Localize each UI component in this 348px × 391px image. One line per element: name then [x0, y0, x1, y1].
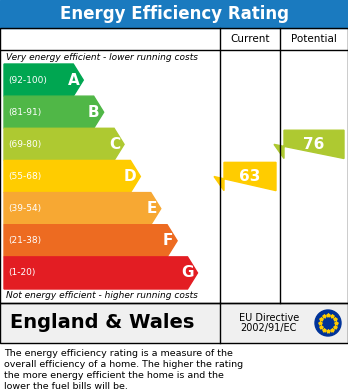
Text: (92-100): (92-100) — [8, 75, 47, 84]
Text: 63: 63 — [239, 169, 261, 184]
Text: the more energy efficient the home is and the: the more energy efficient the home is an… — [4, 371, 224, 380]
Text: Current: Current — [230, 34, 270, 44]
Text: C: C — [109, 137, 120, 152]
Polygon shape — [274, 130, 344, 158]
Text: The energy efficiency rating is a measure of the: The energy efficiency rating is a measur… — [4, 349, 233, 358]
Polygon shape — [4, 96, 104, 128]
Text: G: G — [181, 265, 193, 280]
Bar — [0, 303, 348, 343]
Text: D: D — [124, 169, 136, 184]
Polygon shape — [4, 225, 177, 257]
Text: England & Wales: England & Wales — [10, 314, 195, 332]
Bar — [0, 0, 348, 28]
Text: A: A — [68, 73, 79, 88]
Text: Not energy efficient - higher running costs: Not energy efficient - higher running co… — [6, 292, 198, 301]
Text: (39-54): (39-54) — [8, 204, 41, 213]
Polygon shape — [4, 160, 140, 193]
Text: E: E — [147, 201, 157, 216]
Polygon shape — [4, 128, 124, 160]
Polygon shape — [4, 193, 161, 225]
Text: F: F — [163, 233, 173, 248]
Text: (69-80): (69-80) — [8, 140, 41, 149]
Polygon shape — [4, 257, 198, 289]
Text: (21-38): (21-38) — [8, 236, 41, 245]
Polygon shape — [4, 64, 83, 96]
Text: EU Directive: EU Directive — [238, 313, 299, 323]
Text: B: B — [88, 105, 100, 120]
Text: (1-20): (1-20) — [8, 269, 35, 278]
Text: 76: 76 — [303, 137, 325, 152]
Text: Potential: Potential — [291, 34, 337, 44]
Text: (81-91): (81-91) — [8, 108, 41, 117]
Bar — [0, 28, 348, 303]
Text: Very energy efficient - lower running costs: Very energy efficient - lower running co… — [6, 52, 198, 61]
Circle shape — [315, 310, 341, 336]
Text: overall efficiency of a home. The higher the rating: overall efficiency of a home. The higher… — [4, 360, 243, 369]
Text: lower the fuel bills will be.: lower the fuel bills will be. — [4, 382, 128, 391]
Text: 2002/91/EC: 2002/91/EC — [240, 323, 297, 333]
Text: (55-68): (55-68) — [8, 172, 41, 181]
Text: Energy Efficiency Rating: Energy Efficiency Rating — [60, 5, 288, 23]
Polygon shape — [214, 162, 276, 191]
